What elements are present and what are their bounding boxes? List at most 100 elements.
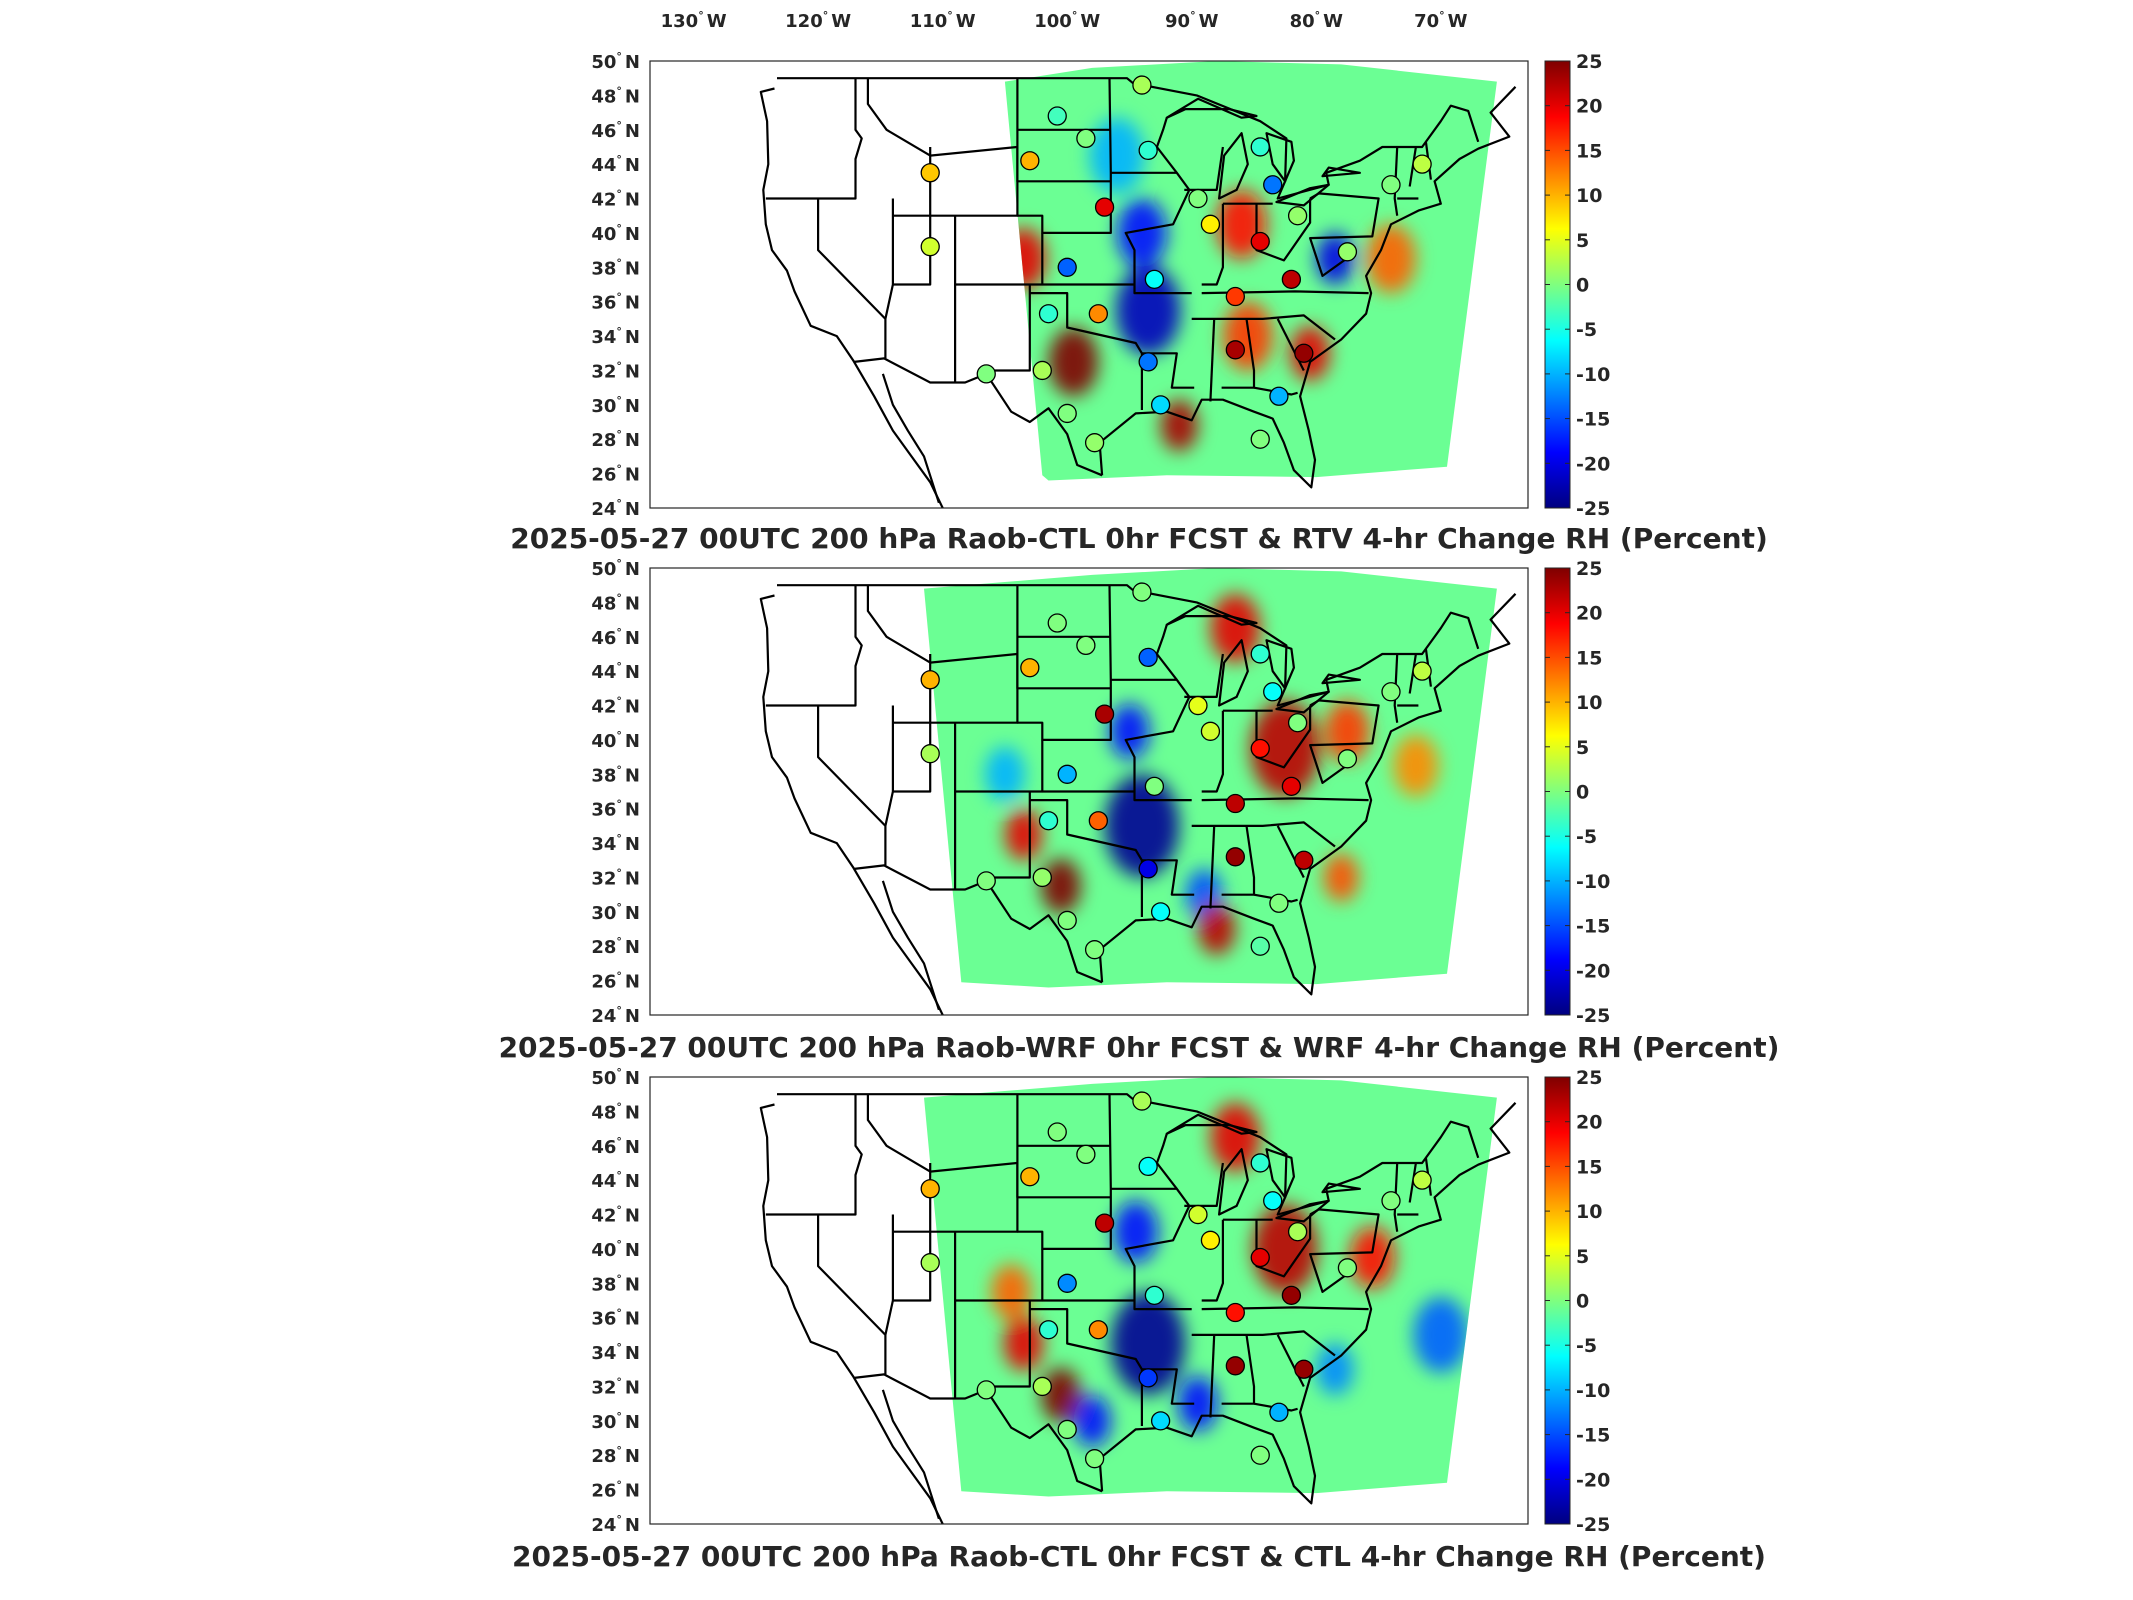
raob-station-marker: [1250, 1247, 1270, 1268]
state-boundary: [1141, 352, 1195, 389]
latitude-axis-labels: 50° N 48° N 46° N 44° N 42° N 40° N 38° N 36° N 34° N 32° N…: [591, 1066, 640, 1536]
state-boundary: [765, 78, 863, 200]
colorbar-tick-label: -10: [1576, 1380, 1610, 1402]
panel-wrf-change: 50° N 48° N 46° N 44° N 42° N 40° N 38° N 36° N 34° N 32° N…: [499, 557, 1780, 1064]
panel-title: 2025-05-27 00UTC 200 hPa Raob-WRF 0hr FC…: [499, 1031, 1780, 1064]
longitude-label: 90° W: [1165, 9, 1219, 32]
state-boundary: [1016, 1163, 1111, 1199]
raob-station-marker: [1020, 151, 1040, 171]
raob-station-marker: [1038, 811, 1059, 831]
great-lake-outline: [1321, 673, 1361, 685]
great-lake-outline: [1165, 604, 1258, 626]
raob-station-marker: [1281, 269, 1302, 289]
raob-station-marker: [1057, 1273, 1077, 1293]
state-boundary: [1016, 654, 1111, 690]
raob-station-marker: [1138, 859, 1158, 879]
latitude-label: 32° N: [591, 866, 640, 889]
great-lake-outline: [1218, 1148, 1249, 1216]
baja-coastline: [881, 373, 940, 504]
panel-title: 2025-05-27 00UTC 200 hPa Raob-CTL 0hr FC…: [512, 1540, 1766, 1573]
mexico-border: [854, 1373, 1103, 1493]
map-frame: [649, 1076, 1529, 1525]
longitude-label: 120° W: [785, 9, 851, 32]
rh-change-blob: [1178, 1376, 1218, 1432]
rh-change-blob: [1210, 1102, 1261, 1172]
raob-station-marker: [1032, 360, 1052, 381]
raob-station-marker: [1084, 1449, 1105, 1469]
colorbar-tick-label: 5: [1576, 1246, 1589, 1268]
rh-change-blob: [1115, 265, 1181, 355]
rh-change-blob: [1109, 703, 1150, 759]
great-lake-outline: [1218, 132, 1249, 200]
raob-station-marker: [1144, 776, 1165, 796]
state-boundary: [817, 198, 887, 359]
state-boundary: [765, 585, 863, 707]
raob-station-marker: [1294, 1359, 1314, 1379]
raob-station-marker: [1144, 269, 1165, 289]
state-boundary: [1042, 790, 1192, 802]
raob-station-marker: [1250, 738, 1270, 759]
great-lake-outline: [1265, 132, 1295, 183]
raob-station-marker: [1263, 1191, 1283, 1211]
latitude-label: 26° N: [591, 463, 640, 486]
raob-station-marker: [1088, 811, 1108, 831]
raob-stations: [920, 75, 1432, 453]
colorbar-tick-label: 15: [1576, 647, 1602, 669]
raob-station-marker: [976, 1380, 996, 1400]
rh-change-blob: [1073, 1395, 1111, 1447]
latitude-label: 48° N: [591, 591, 640, 614]
raob-station-marker: [1084, 433, 1105, 453]
colorbar-tick-label: -20: [1576, 960, 1610, 982]
raob-station-marker: [1200, 214, 1221, 234]
state-boundary: [1253, 386, 1298, 396]
raob-station-marker: [1144, 1285, 1165, 1305]
colorbar-tick-label: -5: [1576, 826, 1597, 848]
gulf-atlantic-coastline: [1098, 1102, 1517, 1505]
baja-coastline: [881, 1389, 940, 1520]
state-boundary: [1393, 146, 1399, 216]
raob-station-marker: [1038, 304, 1059, 324]
west-coastline: [759, 1103, 944, 1524]
state-boundary: [1141, 1368, 1195, 1405]
raob-station-marker: [920, 744, 940, 764]
raob-station-marker: [1294, 343, 1314, 363]
latitude-label: 24° N: [591, 1004, 640, 1027]
state-boundary: [765, 1094, 863, 1216]
raob-station-marker: [1250, 429, 1270, 449]
colorbar-tick-label: -20: [1576, 1469, 1610, 1491]
raob-station-marker: [1337, 242, 1358, 262]
rh-change-blob: [1117, 198, 1167, 268]
latitude-label: 30° N: [591, 394, 640, 417]
latitude-label: 38° N: [591, 1272, 640, 1295]
raob-station-marker: [1076, 128, 1096, 149]
longitude-label: 130° W: [661, 9, 727, 32]
raob-station-marker: [1412, 661, 1432, 681]
colorbar-tick-label: 5: [1576, 230, 1589, 252]
raob-station-marker: [1250, 137, 1270, 157]
colorbar-tick-label: 10: [1576, 692, 1602, 714]
colorbar-tick-label: 5: [1576, 737, 1589, 759]
latitude-label: 32° N: [591, 1375, 640, 1398]
latitude-label: 38° N: [591, 763, 640, 786]
state-boundary: [1221, 1334, 1256, 1405]
raob-station-marker: [1263, 682, 1283, 702]
panel-title: 2025-05-27 00UTC 200 hPa Raob-CTL 0hr FC…: [510, 522, 1768, 555]
state-boundary: [1191, 1330, 1336, 1357]
raob-station-marker: [1381, 682, 1401, 702]
raob-station-marker: [1269, 386, 1289, 406]
state-boundary: [1209, 318, 1216, 402]
rh-change-blob: [985, 746, 1025, 802]
rh-change-blob: [1316, 1343, 1354, 1396]
colorbar-tick-label: 20: [1576, 1112, 1602, 1134]
state-boundary: [985, 791, 1031, 879]
raob-station-marker: [1057, 1419, 1077, 1440]
raob-station-marker: [1412, 1170, 1432, 1190]
raob-station-marker: [1057, 403, 1077, 424]
colorbar: 25 20 15 10 5 0 -5 -10 -15 -20 -25: [1544, 1067, 1610, 1536]
raob-station-marker: [1020, 658, 1040, 678]
raob-station-marker: [1287, 1222, 1308, 1242]
latitude-label: 28° N: [591, 935, 640, 958]
raob-station-marker: [1225, 1356, 1245, 1376]
longitude-label: 80° W: [1290, 9, 1344, 32]
